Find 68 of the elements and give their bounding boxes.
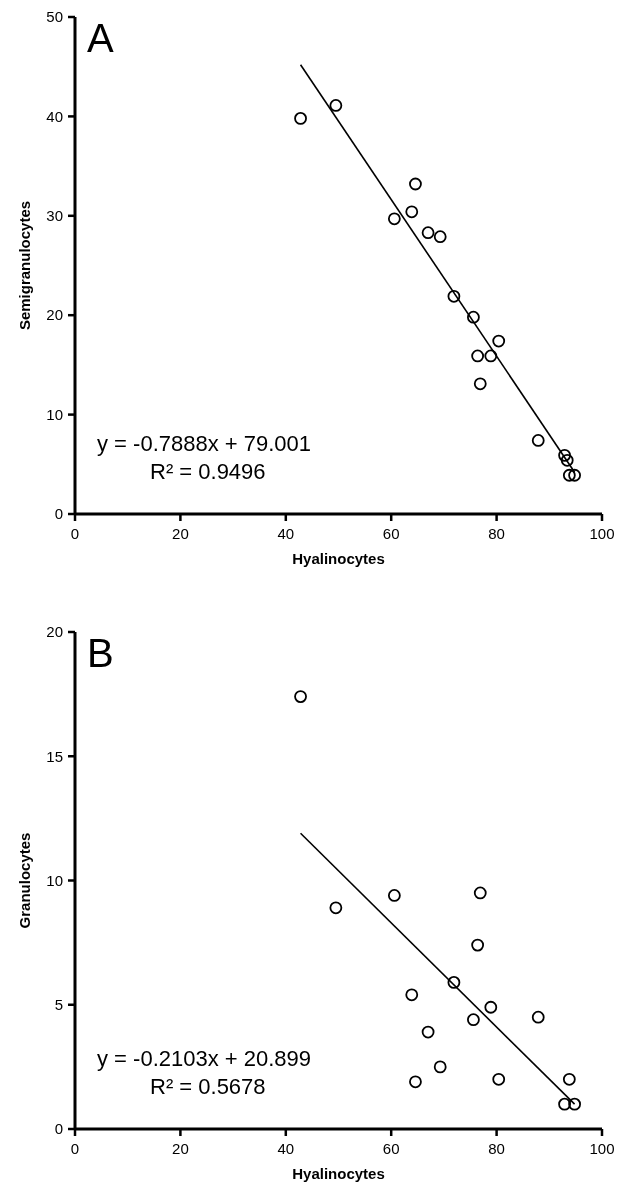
y-tick-label: 30 — [46, 207, 63, 225]
point — [568, 1097, 581, 1111]
x-tick-label: 40 — [277, 525, 295, 542]
x-tick-label: 80 — [488, 1140, 505, 1157]
point — [492, 334, 506, 348]
point — [473, 377, 487, 391]
point — [471, 349, 485, 363]
point — [467, 1013, 480, 1027]
point — [405, 205, 419, 219]
point — [568, 468, 581, 482]
x-tick-label: 100 — [589, 525, 615, 542]
point — [294, 111, 307, 125]
point — [562, 468, 576, 482]
y-tick-label: 10 — [46, 405, 63, 423]
point — [294, 690, 307, 704]
point — [447, 975, 461, 989]
annotation: R² = 0.9496 — [150, 459, 266, 484]
point — [405, 988, 419, 1002]
point — [484, 349, 498, 363]
point — [492, 1072, 506, 1086]
annotation: R² = 0.5678 — [150, 1074, 266, 1099]
x-tick-label: 100 — [589, 1140, 615, 1157]
y-axis-title: Granulocytes — [16, 832, 33, 929]
x-tick-label: 20 — [172, 525, 189, 542]
point — [447, 289, 461, 303]
point — [421, 226, 435, 240]
point — [531, 434, 545, 447]
x-tick-label: 60 — [382, 1140, 400, 1157]
y-tick-label: 0 — [54, 1120, 63, 1138]
point — [531, 1010, 545, 1024]
point — [558, 1097, 571, 1111]
y-axis-title: Semigranulocytes — [16, 200, 33, 331]
point — [562, 1072, 576, 1086]
y-tick-label: 50 — [46, 8, 63, 26]
point — [558, 448, 571, 462]
chart-title: B — [87, 631, 114, 675]
point — [484, 1000, 498, 1014]
point — [473, 886, 487, 900]
y-tick-label: 0 — [54, 505, 63, 523]
point — [387, 212, 401, 226]
x-axis-title: Hyalinocytes — [292, 1165, 385, 1182]
point — [329, 901, 343, 915]
point — [329, 99, 343, 112]
y-tick-label: 20 — [46, 623, 63, 641]
point — [471, 938, 485, 952]
point — [560, 453, 574, 467]
point — [433, 230, 447, 244]
y-tick-label: 20 — [46, 306, 63, 324]
y-tick-label: 15 — [46, 747, 63, 765]
x-axis-title: Hyalinocytes — [292, 550, 385, 567]
x-tick-label: 60 — [382, 525, 400, 542]
x-tick-label: 0 — [70, 525, 80, 542]
x-tick-label: 80 — [488, 525, 505, 542]
y-tick-label: 40 — [46, 107, 63, 125]
chart-title: A — [87, 16, 114, 60]
x-tick-label: 40 — [277, 1140, 295, 1157]
x-tick-label: 0 — [70, 1140, 80, 1157]
point — [409, 177, 422, 191]
annotation: y = -0.7888x + 79.001 — [97, 431, 312, 456]
y-tick-label: 10 — [46, 871, 63, 889]
point — [433, 1060, 447, 1074]
annotation: y = -0.2103x + 20.899 — [97, 1046, 312, 1071]
point — [409, 1075, 422, 1089]
x-tick-label: 20 — [172, 1140, 189, 1157]
point — [387, 889, 401, 902]
point — [421, 1025, 435, 1039]
point — [467, 310, 480, 324]
y-tick-label: 5 — [54, 996, 63, 1013]
